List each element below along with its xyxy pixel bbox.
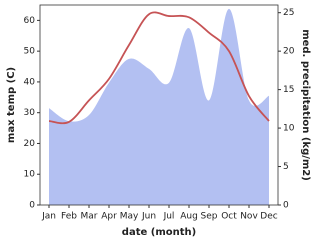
x-tick-label: Sep xyxy=(201,212,218,222)
y-axis-title: max temp (C) xyxy=(6,67,17,143)
y-tick-label: 50 xyxy=(24,47,36,57)
x-tick-label: Mar xyxy=(81,212,98,222)
y2-axis-title: med. precipitation (kg/m2) xyxy=(300,29,311,181)
temperature-line xyxy=(48,11,270,125)
x-tick-label: Aug xyxy=(180,212,198,222)
x-tick-label: May xyxy=(120,212,139,222)
y2-tick-label: 20 xyxy=(283,47,295,57)
y-tick-label: 0 xyxy=(29,201,35,211)
y2-tick-label: 5 xyxy=(283,162,289,172)
plot-frame xyxy=(39,4,279,206)
x-axis-title: date (month) xyxy=(122,227,196,238)
y2-tick-label: 0 xyxy=(283,201,289,211)
y-tick-label: 10 xyxy=(24,170,36,180)
y2-tick-label: 25 xyxy=(283,8,294,18)
x-tick-label: Dec xyxy=(260,212,277,222)
y-tick-label: 40 xyxy=(24,77,36,87)
x-tick-label: Jan xyxy=(41,212,56,222)
precipitation-area xyxy=(49,8,269,205)
x-tick-label: Jun xyxy=(141,212,156,222)
x-tick-label: Feb xyxy=(61,212,77,222)
x-tick-label: Nov xyxy=(240,212,258,222)
x-tick-label: Apr xyxy=(101,212,117,222)
x-tick-label: Oct xyxy=(221,212,237,222)
y2-tick-label: 15 xyxy=(283,85,294,95)
y-tick-label: 30 xyxy=(24,108,36,118)
y-tick-label: 60 xyxy=(24,16,36,26)
y-tick-label: 20 xyxy=(24,139,36,149)
y2-tick-label: 10 xyxy=(283,124,295,134)
x-tick-label: Jul xyxy=(163,212,175,222)
